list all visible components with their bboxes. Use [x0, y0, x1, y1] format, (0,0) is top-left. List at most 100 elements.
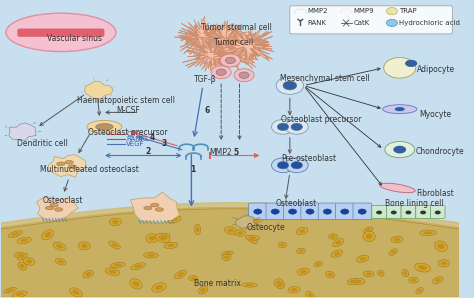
- Polygon shape: [174, 16, 233, 57]
- Ellipse shape: [297, 248, 305, 254]
- Ellipse shape: [277, 213, 287, 219]
- Ellipse shape: [242, 283, 257, 287]
- Text: MMP9: MMP9: [354, 8, 374, 14]
- Ellipse shape: [276, 280, 281, 285]
- Text: Osteoblast: Osteoblast: [276, 198, 318, 207]
- Ellipse shape: [376, 211, 382, 214]
- Ellipse shape: [254, 209, 262, 214]
- FancyBboxPatch shape: [353, 203, 372, 220]
- Text: Bone matrix: Bone matrix: [194, 279, 241, 288]
- Text: Multinucleated osteoclast: Multinucleated osteoclast: [40, 165, 139, 174]
- FancyBboxPatch shape: [430, 205, 445, 218]
- Ellipse shape: [78, 242, 90, 250]
- Ellipse shape: [73, 290, 80, 295]
- Ellipse shape: [96, 124, 113, 130]
- Ellipse shape: [110, 262, 125, 268]
- Ellipse shape: [356, 255, 369, 263]
- Ellipse shape: [277, 162, 289, 169]
- Ellipse shape: [155, 208, 164, 211]
- Text: Chondrocyte: Chondrocyte: [415, 148, 464, 156]
- Ellipse shape: [347, 278, 358, 285]
- Ellipse shape: [288, 287, 300, 293]
- Ellipse shape: [308, 293, 312, 297]
- Ellipse shape: [4, 287, 17, 293]
- Text: TRAP: TRAP: [399, 8, 417, 14]
- Ellipse shape: [280, 243, 285, 246]
- Polygon shape: [235, 216, 255, 229]
- Text: MMP2: MMP2: [308, 8, 328, 14]
- Ellipse shape: [276, 282, 285, 289]
- Ellipse shape: [134, 264, 142, 268]
- Text: Bone lining cell: Bone lining cell: [385, 199, 444, 208]
- Ellipse shape: [114, 263, 122, 266]
- Ellipse shape: [201, 288, 206, 292]
- Polygon shape: [9, 123, 36, 140]
- Ellipse shape: [85, 272, 91, 276]
- Ellipse shape: [314, 261, 322, 267]
- Ellipse shape: [225, 227, 237, 235]
- Text: MMP2: MMP2: [209, 148, 231, 157]
- Ellipse shape: [411, 278, 416, 282]
- Polygon shape: [84, 81, 113, 100]
- Ellipse shape: [109, 270, 116, 274]
- Ellipse shape: [438, 243, 445, 249]
- Ellipse shape: [248, 236, 256, 239]
- Ellipse shape: [18, 262, 27, 270]
- FancyBboxPatch shape: [301, 203, 319, 220]
- Ellipse shape: [416, 288, 423, 294]
- Ellipse shape: [224, 252, 231, 255]
- Ellipse shape: [216, 69, 226, 75]
- Ellipse shape: [164, 242, 178, 249]
- Circle shape: [386, 7, 397, 15]
- Text: Osteoclast precursor: Osteoclast precursor: [88, 128, 168, 137]
- Ellipse shape: [247, 236, 257, 243]
- Ellipse shape: [418, 265, 427, 270]
- Ellipse shape: [391, 250, 395, 254]
- Ellipse shape: [394, 238, 401, 241]
- Ellipse shape: [435, 278, 441, 282]
- Text: Fibroblast: Fibroblast: [417, 189, 455, 198]
- Ellipse shape: [299, 229, 305, 233]
- Ellipse shape: [316, 263, 320, 266]
- Ellipse shape: [222, 251, 233, 256]
- Ellipse shape: [68, 165, 76, 168]
- Text: Tumor stromal cell: Tumor stromal cell: [201, 23, 272, 32]
- Ellipse shape: [274, 279, 283, 287]
- Ellipse shape: [105, 268, 119, 275]
- Polygon shape: [209, 31, 265, 72]
- Ellipse shape: [111, 243, 118, 247]
- Ellipse shape: [245, 284, 254, 286]
- Ellipse shape: [8, 231, 22, 238]
- Ellipse shape: [239, 72, 249, 78]
- Ellipse shape: [177, 272, 183, 277]
- Ellipse shape: [249, 216, 263, 223]
- Ellipse shape: [112, 220, 119, 224]
- Ellipse shape: [58, 260, 64, 263]
- Text: M-CSF: M-CSF: [116, 106, 140, 115]
- Polygon shape: [36, 198, 78, 221]
- Text: VEGF: VEGF: [127, 141, 145, 147]
- Ellipse shape: [109, 241, 120, 249]
- Ellipse shape: [237, 231, 243, 235]
- FancyBboxPatch shape: [336, 203, 355, 220]
- Ellipse shape: [383, 105, 417, 114]
- Ellipse shape: [42, 230, 54, 240]
- Ellipse shape: [377, 270, 384, 276]
- Ellipse shape: [289, 209, 297, 214]
- Text: RANK: RANK: [308, 20, 327, 26]
- Ellipse shape: [359, 257, 366, 261]
- Ellipse shape: [174, 270, 186, 279]
- Ellipse shape: [435, 241, 447, 252]
- Ellipse shape: [130, 279, 142, 289]
- Ellipse shape: [358, 209, 366, 214]
- Ellipse shape: [17, 237, 31, 243]
- Ellipse shape: [56, 244, 63, 249]
- Ellipse shape: [12, 291, 27, 297]
- Text: Osteoclast: Osteoclast: [43, 196, 83, 205]
- Ellipse shape: [53, 242, 66, 250]
- Text: Myocyte: Myocyte: [419, 110, 451, 119]
- Ellipse shape: [196, 226, 199, 232]
- Ellipse shape: [393, 146, 406, 153]
- Text: TGF-β: TGF-β: [194, 75, 216, 84]
- FancyBboxPatch shape: [290, 6, 452, 34]
